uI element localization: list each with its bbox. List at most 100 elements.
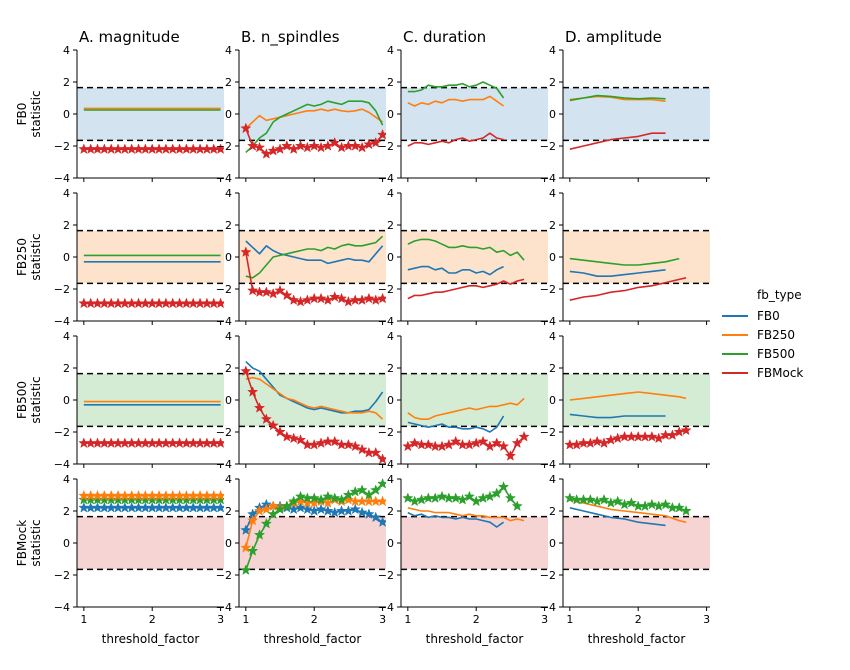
significance-band — [401, 87, 548, 141]
series-marker-fbmock — [281, 430, 293, 442]
y-tick-label: −2 — [540, 426, 556, 439]
y-tick-label: 4 — [63, 473, 70, 486]
series-group — [407, 81, 505, 147]
series-marker-fbmock — [214, 143, 224, 154]
series-group — [240, 477, 386, 575]
series-group — [569, 257, 687, 301]
y-tick-label: −2 — [54, 140, 70, 153]
x-tick-label: 2 — [473, 613, 480, 626]
series-marker-fb500 — [214, 493, 224, 505]
series-marker-fbmock — [329, 291, 341, 302]
row-label-suffix: statistic — [29, 233, 43, 280]
series-marker-fbmock — [301, 294, 313, 305]
series-marker-fb500 — [415, 493, 428, 505]
series-marker-fbmock — [240, 365, 252, 376]
series-marker-fbmock — [294, 140, 307, 151]
y-tick-label: 2 — [225, 362, 232, 375]
series-marker-fbmock — [646, 430, 658, 442]
series-line-fb0 — [407, 265, 504, 276]
series-marker-fbmock — [281, 140, 293, 151]
series-marker-fb500 — [450, 492, 462, 503]
series-marker-fb500 — [598, 493, 610, 505]
series-marker-fb500 — [456, 493, 469, 505]
series-marker-fbmock — [666, 429, 679, 440]
series-marker-fb0 — [240, 524, 252, 535]
panel-fb0-d-amplitude: −4 −2 0 2 4 — [540, 44, 710, 185]
series-marker-fb500 — [436, 490, 448, 502]
series-group — [240, 235, 386, 307]
y-tick-label: 0 — [387, 251, 394, 264]
series-marker-fbmock — [376, 453, 386, 464]
y-tick-label: 2 — [549, 219, 556, 232]
y-tick-label: 0 — [63, 394, 70, 407]
series-marker-fb500 — [240, 564, 252, 575]
series-group — [78, 489, 224, 513]
series-line-fb0 — [569, 269, 666, 278]
series-marker-fbmock — [349, 440, 361, 452]
series-marker-fbmock — [274, 143, 286, 154]
y-tick-label: 4 — [225, 473, 232, 486]
y-tick-label: 4 — [549, 44, 556, 57]
series-line-fb250 — [245, 376, 384, 420]
series-marker-fb500 — [342, 489, 355, 500]
series-marker-fb500 — [470, 495, 482, 507]
series-marker-fb500 — [625, 497, 637, 508]
y-tick-label: 2 — [225, 219, 232, 232]
series-marker-fbmock — [322, 140, 334, 151]
x-tick-label: 1 — [80, 613, 87, 626]
y-tick-label: −4 — [378, 172, 394, 185]
series-marker-fb500 — [612, 495, 624, 507]
panel-fb500-b-n-spindles: −4 −2 0 2 4 — [216, 330, 386, 471]
series-marker-fbmock — [680, 424, 692, 436]
row-label-fb500: FB500 — [15, 381, 29, 419]
series-marker-fbmock — [598, 437, 610, 448]
series-marker-fbmock — [409, 437, 421, 448]
x-axis-label: threshold_factor — [426, 632, 524, 646]
legend-label-fbmock: FBMock — [757, 366, 803, 380]
series-marker-fb500 — [402, 492, 414, 503]
column-title-c-duration: C. duration — [403, 28, 486, 46]
y-tick-label: 2 — [63, 219, 70, 232]
y-tick-label: 2 — [387, 76, 394, 89]
x-axis-labels: threshold_factor threshold_factor threshol… — [102, 632, 686, 646]
series-group — [240, 361, 386, 464]
y-tick-label: 4 — [63, 187, 70, 200]
series-marker-fb0 — [214, 501, 224, 513]
series-line-fb250 — [407, 507, 525, 522]
series-marker-fb250 — [247, 514, 259, 526]
x-tick-label: 2 — [311, 613, 318, 626]
series-marker-fb500 — [564, 492, 576, 503]
y-tick-label: 2 — [549, 362, 556, 375]
series-marker-fbmock — [443, 438, 455, 450]
series-marker-fbmock — [356, 294, 368, 305]
series-marker-fbmock — [518, 430, 530, 442]
series-marker-fb500 — [294, 490, 307, 502]
series-marker-fb0 — [370, 511, 382, 523]
series-marker-fbmock — [315, 292, 327, 304]
y-tick-label: 0 — [549, 394, 556, 407]
row-label-fb0: FB0 — [15, 103, 29, 126]
row-label-fb250: FB250 — [15, 238, 29, 276]
row-label-suffix: statistic — [29, 376, 43, 423]
significance-band — [563, 516, 710, 570]
significance-band — [563, 230, 710, 284]
series-marker-fbmock — [349, 140, 361, 151]
legend-title: fb_type — [757, 288, 802, 302]
y-tick-label: 0 — [387, 394, 394, 407]
series-marker-fbmock — [260, 413, 272, 424]
significance-band — [239, 87, 386, 141]
series-marker-fb0 — [356, 506, 368, 518]
series-line-fb500 — [407, 238, 525, 261]
series-line-fbmock — [407, 132, 504, 147]
series-marker-fb0 — [301, 503, 313, 515]
panel-fb0-c-duration: −4 −2 0 2 4 — [378, 44, 548, 185]
y-tick-label: 4 — [549, 330, 556, 343]
series-marker-fb0 — [322, 505, 334, 516]
y-tick-label: 0 — [387, 108, 394, 121]
y-tick-label: 2 — [225, 505, 232, 518]
series-marker-fbmock — [376, 128, 386, 140]
panel-fb250-c-duration: −4 −2 0 2 4 — [378, 187, 548, 328]
y-tick-label: 2 — [63, 76, 70, 89]
series-marker-fb500 — [463, 490, 475, 502]
y-tick-label: 0 — [549, 108, 556, 121]
